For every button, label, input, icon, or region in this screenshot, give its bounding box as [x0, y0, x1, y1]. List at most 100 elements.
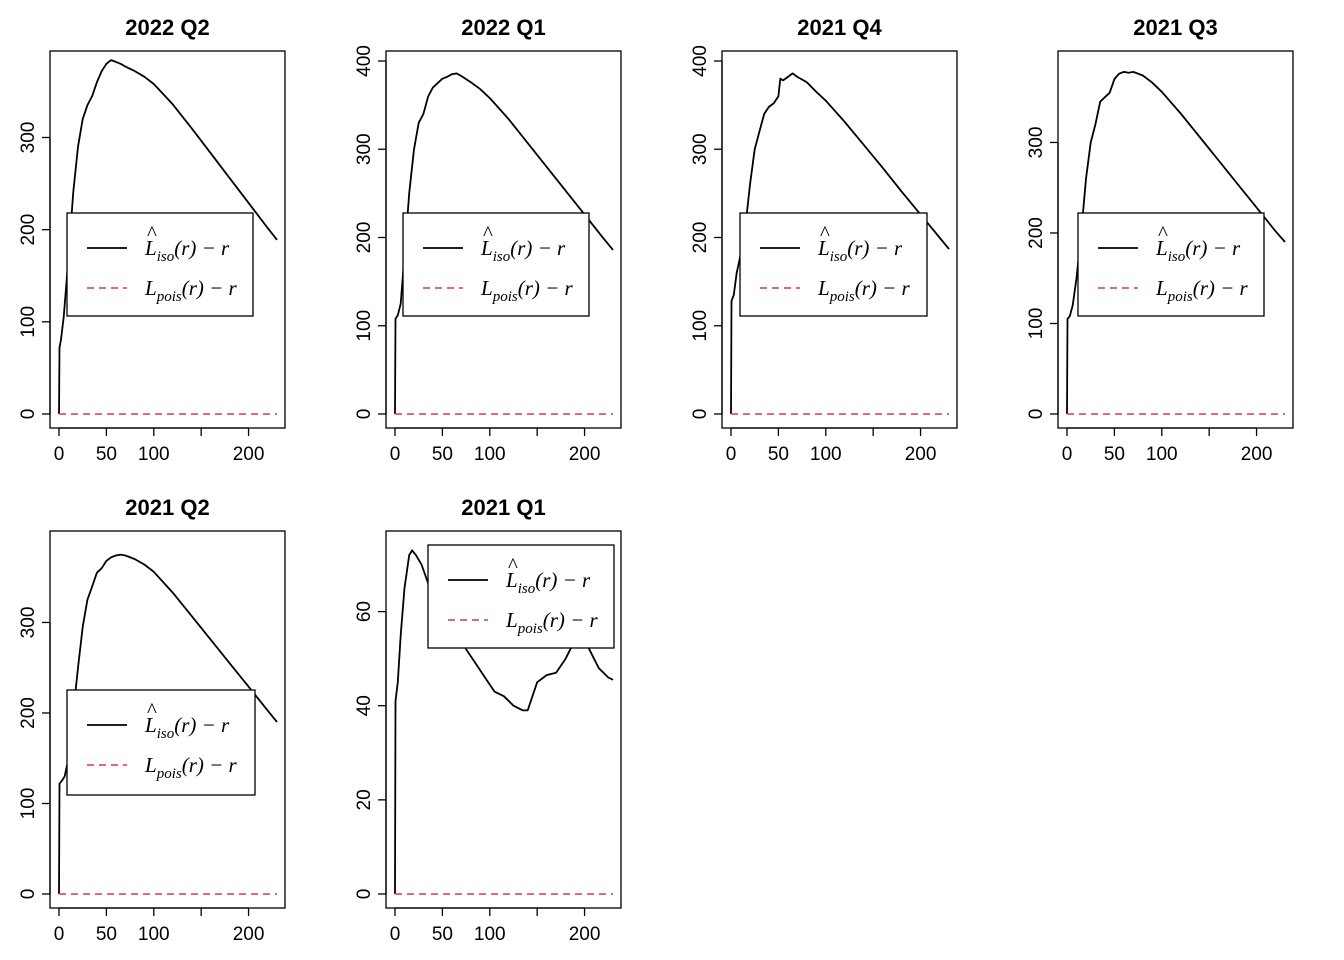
y-tick-label: 300	[18, 122, 39, 154]
x-axis: 0 50 100 200	[390, 427, 600, 465]
x-tick-label: 100	[474, 924, 506, 945]
y-tick-label: 200	[18, 697, 39, 729]
legend-sub: pois	[1167, 289, 1193, 305]
x-tick-label: 100	[138, 924, 170, 945]
y-tick-label: 60	[354, 601, 375, 622]
legend-hat: ^	[508, 553, 518, 577]
legend-hat: ^	[820, 221, 830, 245]
y-axis: 0 100 200 300	[18, 122, 51, 419]
legend-box	[739, 212, 928, 317]
y-tick-label: 0	[354, 409, 375, 420]
legend-sub: pois	[517, 621, 543, 637]
legend-main: L	[1155, 236, 1168, 260]
legend: Liso(r) − r^Lpois(r) − r	[739, 212, 928, 317]
x-tick-label: 50	[432, 444, 453, 465]
legend-label-0: Liso(r) − r	[144, 713, 230, 742]
y-tick-label: 0	[18, 889, 39, 900]
x-tick-label: 200	[905, 444, 937, 465]
legend-label-1: Lpois(r) − r	[144, 276, 238, 305]
x-tick-label: 0	[390, 444, 401, 465]
legend-tail: (r) − r	[847, 236, 903, 260]
legend-sub: iso	[157, 249, 175, 265]
legend-box	[66, 212, 254, 317]
legend-tail: (r) − r	[518, 276, 574, 300]
legend-main: L	[144, 753, 157, 777]
x-axis: 0 50 100 200	[1062, 427, 1273, 465]
legend-label-0: Liso(r) − r	[505, 568, 591, 597]
x-axis: 0 50 100 200	[390, 907, 601, 945]
y-tick-label: 300	[18, 607, 39, 639]
legend-label-1: Lpois(r) − r	[817, 276, 911, 305]
y-tick-label: 40	[354, 695, 375, 716]
x-tick-label: 100	[138, 444, 170, 465]
legend-sub: pois	[829, 289, 855, 305]
legend-label-0: Liso(r) − r	[1155, 236, 1241, 265]
legend-main: L	[1155, 276, 1168, 300]
legend-sub: iso	[518, 581, 536, 597]
legend-sub: pois	[156, 289, 182, 305]
x-tick-label: 0	[1062, 444, 1073, 465]
legend-label-0: Liso(r) − r	[480, 236, 566, 265]
legend-hat: ^	[147, 221, 157, 245]
y-tick-label: 0	[354, 889, 375, 900]
x-tick-label: 50	[96, 444, 117, 465]
x-tick-label: 100	[1146, 444, 1178, 465]
legend-sub: iso	[1168, 249, 1186, 265]
legend-tail: (r) − r	[174, 236, 230, 260]
y-tick-label: 0	[690, 409, 711, 420]
legend-tail: (r) − r	[1185, 236, 1241, 260]
y-tick-label: 100	[18, 306, 39, 338]
y-tick-label: 200	[354, 222, 375, 254]
x-axis: 0 50 100 200	[54, 427, 265, 465]
legend-box	[402, 212, 590, 317]
y-tick-label: 100	[1026, 308, 1047, 340]
legend-tail: (r) − r	[543, 608, 599, 632]
x-tick-label: 0	[390, 924, 401, 945]
x-axis: 0 50 100 200	[54, 907, 264, 945]
legend-tail: (r) − r	[535, 568, 591, 592]
legend-label-1: Lpois(r) − r	[480, 276, 574, 305]
y-tick-label: 300	[690, 133, 711, 165]
legend-main: L	[144, 713, 157, 737]
legend-label-0: Liso(r) − r	[144, 236, 230, 265]
legend: Liso(r) − r^Lpois(r) − r	[427, 544, 615, 649]
x-tick-label: 100	[810, 444, 842, 465]
x-tick-label: 100	[474, 444, 506, 465]
legend-tail: (r) − r	[174, 713, 230, 737]
chart-title: 2021 Q4	[797, 15, 882, 40]
x-tick-label: 200	[1241, 444, 1273, 465]
x-tick-label: 50	[1104, 444, 1125, 465]
y-axis: 0 100 200 300 400	[690, 45, 723, 420]
x-tick-label: 50	[432, 924, 453, 945]
chart-title: 2022 Q1	[461, 15, 545, 40]
legend-label-0: Liso(r) − r	[817, 236, 903, 265]
legend-main: L	[817, 276, 830, 300]
y-tick-label: 400	[690, 45, 711, 77]
x-tick-label: 200	[569, 924, 601, 945]
x-tick-label: 0	[54, 924, 65, 945]
x-tick-label: 50	[96, 924, 117, 945]
y-axis: 0 20 40 60	[354, 601, 387, 900]
y-tick-label: 200	[1026, 217, 1047, 249]
y-tick-label: 300	[354, 133, 375, 165]
y-axis: 0 100 200 300	[1026, 127, 1059, 420]
legend-hat: ^	[147, 698, 157, 722]
y-tick-label: 0	[1026, 409, 1047, 420]
legend-sub: pois	[492, 289, 518, 305]
y-tick-label: 100	[18, 788, 39, 820]
legend: Liso(r) − r^Lpois(r) − r	[402, 212, 590, 317]
legend-sub: iso	[157, 726, 175, 742]
legend: Liso(r) − r^Lpois(r) − r	[66, 689, 256, 796]
y-tick-label: 100	[690, 310, 711, 342]
legend: Liso(r) − r^ Lpois(r) − r	[66, 212, 254, 317]
chart-title: 2022 Q2	[125, 15, 209, 40]
y-axis: 0 100 200 300	[18, 607, 51, 900]
legend-main: L	[505, 608, 518, 632]
legend-label-1: Lpois(r) − r	[505, 608, 599, 637]
x-tick-label: 200	[233, 444, 265, 465]
